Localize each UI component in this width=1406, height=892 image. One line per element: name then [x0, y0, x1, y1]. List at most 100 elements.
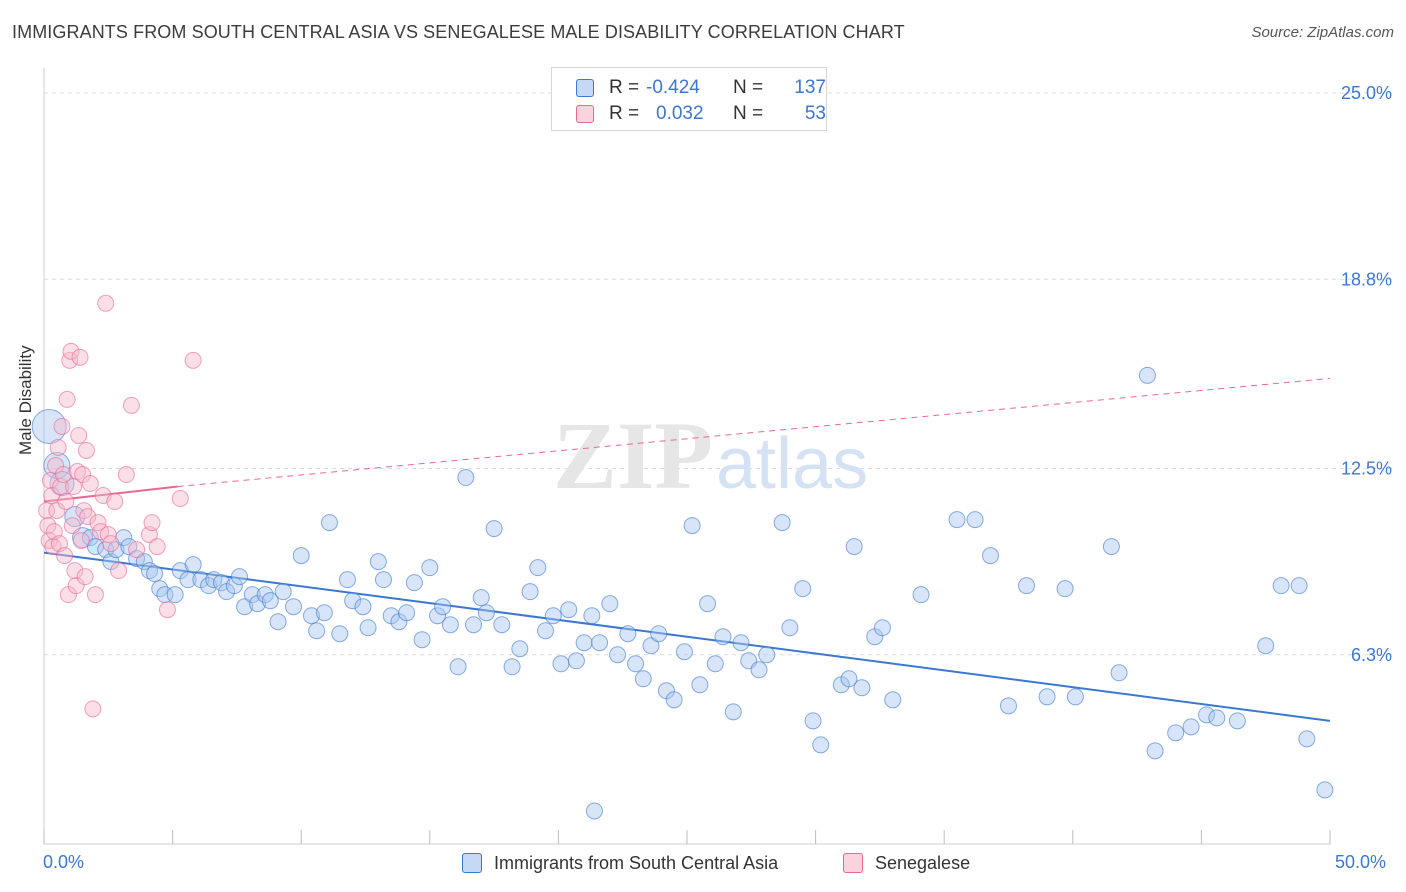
point-senegalese: [56, 547, 74, 565]
trend-line-south-central-asia: [43, 551, 1331, 722]
point-south-central-asia: [683, 517, 701, 535]
legend-r-label: R =: [609, 77, 640, 98]
point-senegalese: [38, 502, 56, 520]
point-south-central-asia: [758, 646, 776, 664]
point-south-central-asia: [308, 622, 326, 640]
point-senegalese: [62, 342, 80, 360]
point-south-central-asia: [804, 712, 822, 730]
point-senegalese: [72, 532, 90, 550]
point-south-central-asia: [560, 601, 578, 619]
point-senegalese: [117, 466, 135, 484]
point-south-central-asia: [840, 670, 858, 688]
point-south-central-asia: [135, 553, 153, 571]
point-south-central-asia: [521, 583, 539, 601]
point-south-central-asia: [981, 547, 999, 565]
point-senegalese: [128, 541, 146, 559]
point-south-central-asia: [966, 511, 984, 529]
point-senegalese: [70, 426, 88, 444]
point-south-central-asia: [429, 607, 447, 625]
point-senegalese: [171, 490, 189, 508]
point-senegalese: [86, 586, 104, 604]
x-tick-label-max: 50.0%: [1335, 852, 1387, 872]
point-south-central-asia: [274, 583, 292, 601]
legend-swatch-pink: [576, 105, 594, 123]
point-south-central-asia: [552, 655, 570, 673]
point-south-central-asia: [434, 598, 452, 616]
point-south-central-asia: [853, 679, 871, 697]
point-south-central-asia: [354, 598, 372, 616]
point-south-central-asia: [31, 408, 67, 444]
bottom-legend-label-blue: Immigrants from South Central Asia: [494, 853, 779, 873]
point-south-central-asia: [465, 616, 483, 634]
point-south-central-asia: [575, 634, 593, 652]
legend-r-label: R =: [609, 103, 640, 124]
point-south-central-asia: [320, 514, 338, 532]
point-senegalese: [54, 466, 72, 484]
watermark: ZIP atlas: [553, 402, 868, 509]
point-south-central-asia: [1208, 709, 1226, 727]
point-south-central-asia: [184, 556, 202, 574]
point-south-central-asia: [544, 607, 562, 625]
point-senegalese: [184, 351, 202, 369]
point-south-central-asia: [691, 676, 709, 694]
point-south-central-asia: [338, 571, 356, 589]
point-south-central-asia: [1316, 781, 1334, 799]
point-senegalese: [63, 517, 81, 535]
point-south-central-asia: [675, 643, 693, 661]
point-south-central-asia: [511, 640, 529, 658]
point-south-central-asia: [243, 586, 261, 604]
point-south-central-asia: [529, 559, 547, 577]
point-south-central-asia: [225, 577, 243, 595]
point-south-central-asia: [1102, 538, 1120, 556]
point-south-central-asia: [583, 607, 601, 625]
point-south-central-asia: [627, 655, 645, 673]
point-south-central-asia: [1167, 724, 1185, 742]
point-south-central-asia: [375, 571, 393, 589]
point-south-central-asia: [912, 586, 930, 604]
point-south-central-asia: [773, 514, 791, 532]
point-senegalese: [66, 562, 84, 580]
point-senegalese: [71, 348, 89, 366]
point-south-central-asia: [665, 691, 683, 709]
axes: [43, 68, 1331, 845]
y-tick-label: 6.3%: [1351, 645, 1392, 665]
point-senegalese: [97, 294, 115, 312]
point-senegalese: [39, 517, 57, 535]
point-south-central-asia: [140, 562, 158, 580]
point-south-central-asia: [1228, 712, 1246, 730]
point-senegalese: [57, 493, 75, 511]
point-south-central-asia: [794, 580, 812, 598]
point-south-central-asia: [634, 670, 652, 688]
x-tick-label-min: 0.0%: [43, 852, 85, 872]
point-south-central-asia: [706, 655, 724, 673]
y-tick-labels: 25.0% 18.8% 12.5% 6.3%: [1341, 83, 1392, 665]
point-senegalese: [102, 535, 120, 553]
bottom-legend-label-pink: Senegalese: [875, 853, 971, 873]
point-south-central-asia: [261, 592, 279, 610]
point-senegalese: [68, 463, 86, 481]
point-south-central-asia: [781, 619, 799, 637]
point-south-central-asia: [398, 604, 416, 622]
y-tick-label: 18.8%: [1341, 269, 1392, 289]
point-south-central-asia: [212, 574, 230, 592]
point-south-central-asia: [1038, 688, 1056, 706]
point-south-central-asia: [1056, 580, 1074, 598]
point-senegalese: [143, 514, 161, 532]
point-south-central-asia: [948, 511, 966, 529]
point-south-central-asia: [619, 625, 637, 643]
legend-n-label: N =: [733, 103, 764, 124]
point-south-central-asia: [302, 607, 320, 625]
point-south-central-asia: [1066, 688, 1084, 706]
point-south-central-asia: [591, 634, 609, 652]
point-south-central-asia: [493, 616, 511, 634]
point-senegalese: [61, 351, 79, 369]
data-points: [31, 294, 1334, 820]
point-south-central-asia: [812, 736, 830, 754]
point-south-central-asia: [315, 604, 333, 622]
point-senegalese: [110, 562, 128, 580]
y-tick-label: 25.0%: [1341, 83, 1392, 103]
point-south-central-asia: [413, 631, 431, 649]
watermark-zip: ZIP: [553, 402, 713, 509]
point-south-central-asia: [405, 574, 423, 592]
